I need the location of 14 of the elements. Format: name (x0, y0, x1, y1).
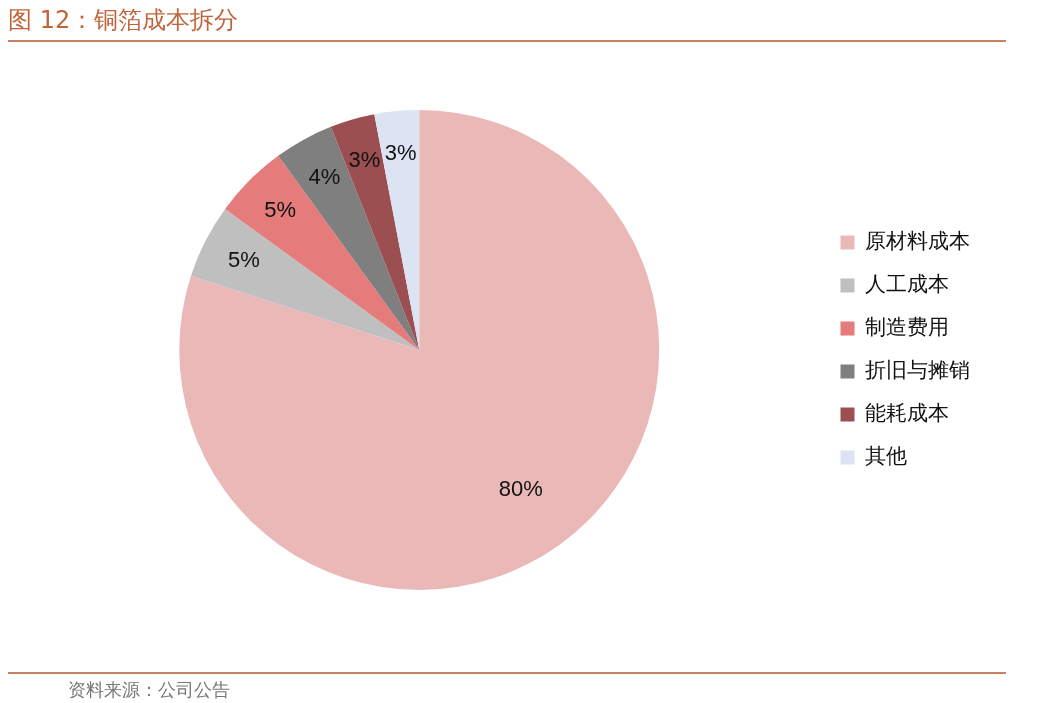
data-label: 4% (308, 163, 341, 189)
data-label: 3% (384, 140, 417, 166)
text: 资料来源：公司公告 (68, 678, 230, 702)
legend-label: 其他 (865, 443, 907, 468)
legend-label: 能耗成本 (865, 400, 949, 425)
legend-label: 折旧与摊销 (865, 357, 970, 382)
legend-label: 原材料成本 (865, 228, 970, 253)
data-label: 80% (498, 475, 543, 501)
chart-title: 图 12：铜箔成本拆分 (8, 5, 239, 36)
legend-label: 制造费用 (865, 314, 949, 339)
legend-label: 人工成本 (865, 271, 949, 296)
data-label: 5% (264, 196, 296, 222)
data-label: 3% (348, 147, 381, 173)
data-label: 5% (228, 246, 260, 272)
